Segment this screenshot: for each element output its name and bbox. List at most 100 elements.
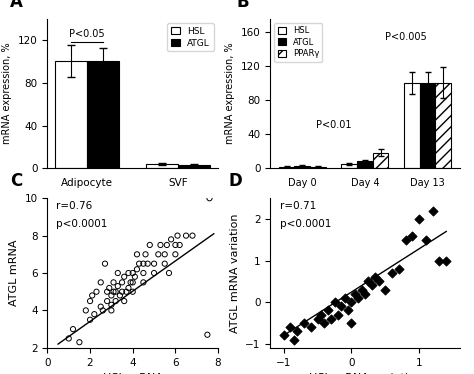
Point [129, 289, 137, 295]
Point [125, 285, 132, 291]
Point [108, 292, 115, 298]
Point [361, 291, 369, 297]
Point [139, 261, 147, 267]
Point [388, 270, 396, 276]
Legend: HSL, ATGL: HSL, ATGL [167, 23, 213, 51]
Point [131, 274, 138, 280]
Point [395, 266, 402, 272]
Text: D: D [228, 172, 242, 190]
Bar [373, 153, 389, 168]
Bar [341, 164, 357, 168]
Point [144, 261, 152, 267]
Text: P<0.05: P<0.05 [69, 29, 105, 39]
Point [334, 312, 342, 318]
Point [365, 278, 372, 284]
Point [109, 289, 117, 295]
Point [161, 261, 169, 267]
Point [371, 274, 379, 280]
Point [422, 237, 430, 243]
Point [347, 320, 355, 326]
Bar [420, 83, 436, 168]
Point [176, 242, 183, 248]
Point [358, 286, 365, 292]
Point [133, 266, 141, 272]
Y-axis label: mRNA expression, %: mRNA expression, % [225, 43, 235, 144]
Point [167, 236, 175, 242]
Point [314, 316, 321, 322]
Point [150, 270, 158, 276]
Text: p<0.0001: p<0.0001 [280, 219, 331, 229]
Point [99, 307, 107, 313]
Bar [294, 166, 310, 168]
Text: B: B [236, 0, 249, 11]
Bar [310, 166, 326, 168]
Point [293, 328, 301, 334]
Point [287, 324, 294, 330]
Point [156, 242, 164, 248]
Point [76, 339, 83, 345]
Point [86, 317, 94, 323]
Point [125, 270, 132, 276]
Point [112, 289, 119, 295]
Point [92, 289, 100, 295]
Point [203, 332, 211, 338]
Text: r=0.76: r=0.76 [56, 201, 92, 211]
Point [344, 307, 352, 313]
Point [355, 295, 362, 301]
Point [118, 289, 126, 295]
Point [182, 233, 190, 239]
Point [86, 298, 94, 304]
Bar [279, 166, 294, 168]
Point [337, 303, 345, 309]
Point [155, 251, 162, 257]
Text: P<0.01: P<0.01 [316, 120, 351, 130]
Point [409, 233, 416, 239]
Point [324, 307, 331, 313]
Text: A: A [10, 0, 23, 11]
Y-axis label: mRNA expression, %: mRNA expression, % [2, 43, 12, 144]
Bar [178, 165, 210, 168]
Point [97, 279, 104, 285]
Point [307, 324, 315, 330]
Point [139, 279, 147, 285]
Point [88, 292, 96, 298]
Point [161, 251, 169, 257]
Text: C: C [10, 172, 22, 190]
Point [136, 261, 143, 267]
Y-axis label: ATGL mRNA variation: ATGL mRNA variation [229, 213, 239, 333]
Point [108, 302, 115, 308]
Point [382, 286, 389, 292]
Point [163, 242, 171, 248]
Bar [436, 83, 451, 168]
Point [331, 299, 338, 305]
Point [120, 274, 128, 280]
Point [142, 251, 149, 257]
Point [129, 279, 137, 285]
Bar [357, 162, 373, 168]
Point [114, 283, 121, 289]
Point [97, 304, 104, 310]
Point [173, 233, 181, 239]
Point [347, 299, 355, 305]
Point [127, 279, 135, 285]
Point [122, 289, 130, 295]
Point [436, 258, 443, 264]
Point [103, 289, 111, 295]
Point [103, 298, 111, 304]
Point [65, 335, 73, 341]
Point [375, 278, 383, 284]
Bar [55, 61, 87, 168]
Point [82, 307, 90, 313]
Point [341, 295, 348, 301]
Point [402, 237, 410, 243]
X-axis label: HSL mRNA variation: HSL mRNA variation [309, 373, 421, 374]
X-axis label: HSL mRNA: HSL mRNA [103, 373, 163, 374]
Point [172, 242, 179, 248]
Y-axis label: ATGL mRNA: ATGL mRNA [9, 240, 19, 306]
Point [206, 195, 213, 201]
Point [129, 270, 137, 276]
Point [300, 320, 308, 326]
Bar [404, 83, 420, 168]
Point [442, 258, 450, 264]
Point [165, 270, 173, 276]
